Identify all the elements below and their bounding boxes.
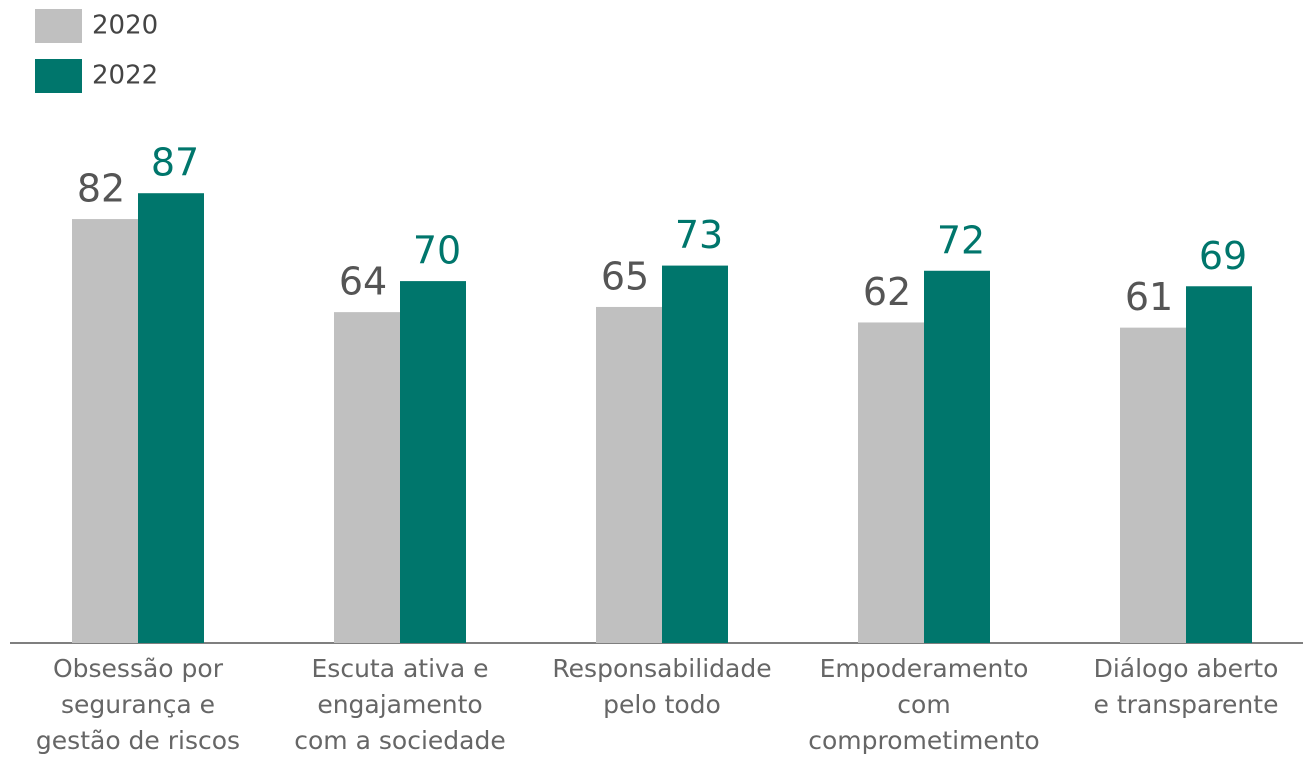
legend-swatch xyxy=(35,59,82,93)
x-tick-label: engajamento xyxy=(317,690,482,719)
value-label: 65 xyxy=(601,254,649,298)
bar xyxy=(72,219,138,643)
value-label: 62 xyxy=(863,270,911,314)
bar xyxy=(1186,286,1252,643)
x-tick-label: Obsessão por xyxy=(53,654,224,683)
x-tick-label: Diálogo aberto xyxy=(1094,654,1279,683)
bar xyxy=(334,312,400,643)
value-label: 64 xyxy=(339,260,387,304)
bar xyxy=(662,265,728,643)
x-tick-label: gestão de riscos xyxy=(36,726,240,755)
legend-label: 2020 xyxy=(92,11,158,41)
value-label: 69 xyxy=(1199,234,1247,278)
bar xyxy=(138,193,204,643)
bar xyxy=(596,306,662,643)
value-label: 70 xyxy=(413,229,461,273)
value-label: 72 xyxy=(937,218,985,262)
value-label: 73 xyxy=(675,213,723,257)
bar xyxy=(400,281,466,643)
x-tick-label: e transparente xyxy=(1094,690,1279,719)
x-tick-label: segurança e xyxy=(61,690,215,719)
value-label: 87 xyxy=(151,141,199,185)
value-label: 82 xyxy=(77,167,125,211)
x-tick-label: pelo todo xyxy=(603,690,721,719)
x-tick-label: comprometimento xyxy=(808,726,1039,755)
x-tick-label: com a sociedade xyxy=(294,726,505,755)
x-tick-label: Responsabilidade xyxy=(552,654,771,683)
value-label: 61 xyxy=(1125,275,1173,319)
x-tick-label: Empoderamento xyxy=(820,654,1029,683)
bar xyxy=(858,322,924,643)
x-tick-label: com xyxy=(897,690,950,719)
bar xyxy=(924,270,990,643)
x-tick-label: Escuta ativa e xyxy=(312,654,489,683)
bar xyxy=(1120,327,1186,643)
legend-label: 2022 xyxy=(92,61,158,91)
legend-swatch xyxy=(35,9,82,43)
